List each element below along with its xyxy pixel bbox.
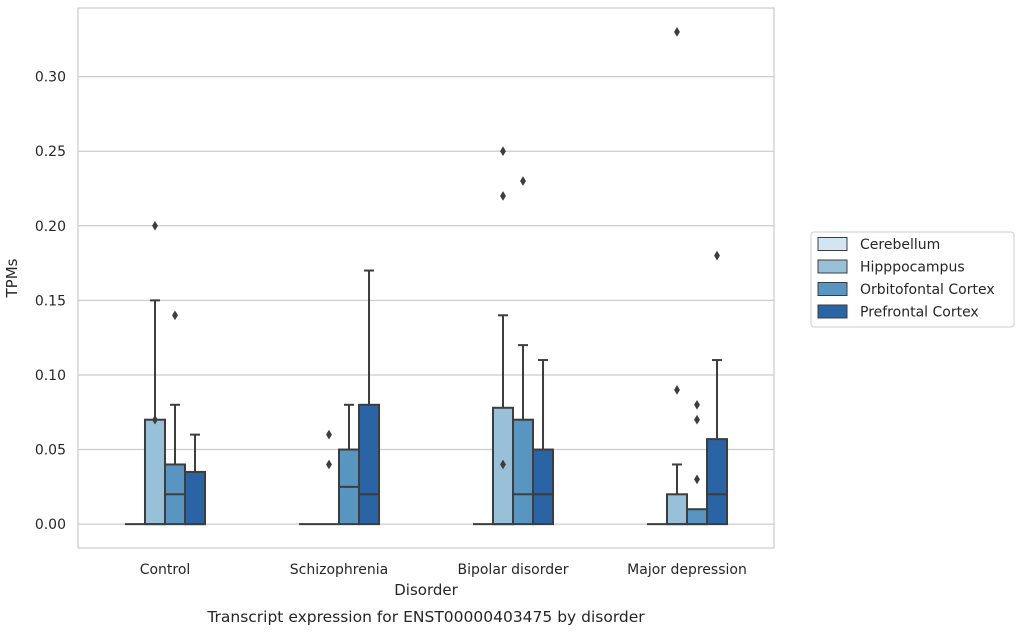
boxes — [124, 27, 729, 526]
outlier-point — [674, 27, 680, 37]
outlier-point — [714, 250, 720, 261]
y-axis-title: TPMs — [3, 258, 21, 298]
outlier-point — [694, 414, 700, 425]
box-item — [686, 399, 709, 526]
box-item — [706, 250, 729, 526]
x-axis-ticks: Control Schizophrenia Bipolar disorder Majo… — [140, 562, 747, 578]
box-iqr — [143, 418, 167, 526]
legend: Cerebellum Hipppocampus Orbitofontal Corte… — [810, 231, 1015, 328]
legend-swatch — [817, 259, 848, 274]
box-item — [164, 310, 187, 526]
outlier-point — [694, 474, 700, 485]
box-iqr — [665, 493, 688, 526]
y-tick-label: 0.30 — [35, 70, 66, 86]
box-iqr — [358, 403, 381, 526]
box-item — [665, 27, 688, 526]
legend-box — [810, 231, 1015, 328]
y-tick-label: 0.00 — [35, 517, 66, 533]
box-iqr — [184, 470, 207, 526]
y-axis-ticks: 0.00 0.05 0.10 0.15 0.20 0.25 0.30 — [35, 70, 66, 534]
box-iqr — [686, 508, 709, 526]
plot-frame — [77, 7, 775, 549]
box-item — [532, 359, 555, 526]
legend-label: Hipppocampus — [860, 260, 965, 276]
x-tick-label: Bipolar disorder — [457, 562, 568, 578]
box-item — [338, 403, 361, 526]
legend-swatch — [817, 237, 848, 251]
plot-area-border — [77, 7, 775, 549]
box-item — [358, 269, 381, 526]
outlier-point — [500, 146, 506, 157]
x-tick-label: Major depression — [627, 562, 747, 578]
legend-label: Prefrontal Cortex — [860, 305, 979, 321]
box-item — [143, 220, 167, 526]
outlier-point — [674, 385, 680, 395]
outlier-point — [172, 310, 178, 321]
y-tick-label: 0.05 — [35, 443, 66, 459]
box-item — [318, 429, 339, 526]
legend-swatch — [817, 304, 848, 319]
outlier-point — [152, 220, 158, 231]
box-item — [184, 433, 207, 526]
y-tick-label: 0.15 — [35, 293, 66, 309]
y-tick-label: 0.25 — [35, 144, 66, 160]
x-tick-label: Control — [140, 562, 191, 578]
y-tick-label: 0.20 — [35, 219, 66, 235]
outlier-point — [500, 459, 506, 470]
y-tick-label: 0.10 — [35, 368, 66, 384]
outlier-point — [152, 414, 158, 425]
box-iqr — [706, 438, 729, 526]
outlier-point — [520, 176, 526, 186]
chart-caption: Transcript expression for ENST0000040347… — [206, 608, 645, 626]
box-item — [491, 146, 514, 526]
legend-swatch — [817, 282, 848, 296]
x-axis-title: Disorder — [394, 581, 458, 599]
gridlines — [78, 75, 774, 525]
outlier-point — [326, 429, 332, 440]
x-tick-label: Schizophrenia — [290, 562, 388, 578]
outlier-point — [500, 191, 506, 201]
box-item — [512, 176, 535, 526]
box-iqr — [512, 418, 535, 526]
legend-label: Orbitofontal Cortex — [860, 282, 995, 298]
outlier-point — [694, 399, 700, 410]
legend-label: Cerebellum — [860, 237, 940, 253]
box-iqr — [532, 448, 555, 526]
outlier-point — [326, 459, 332, 470]
